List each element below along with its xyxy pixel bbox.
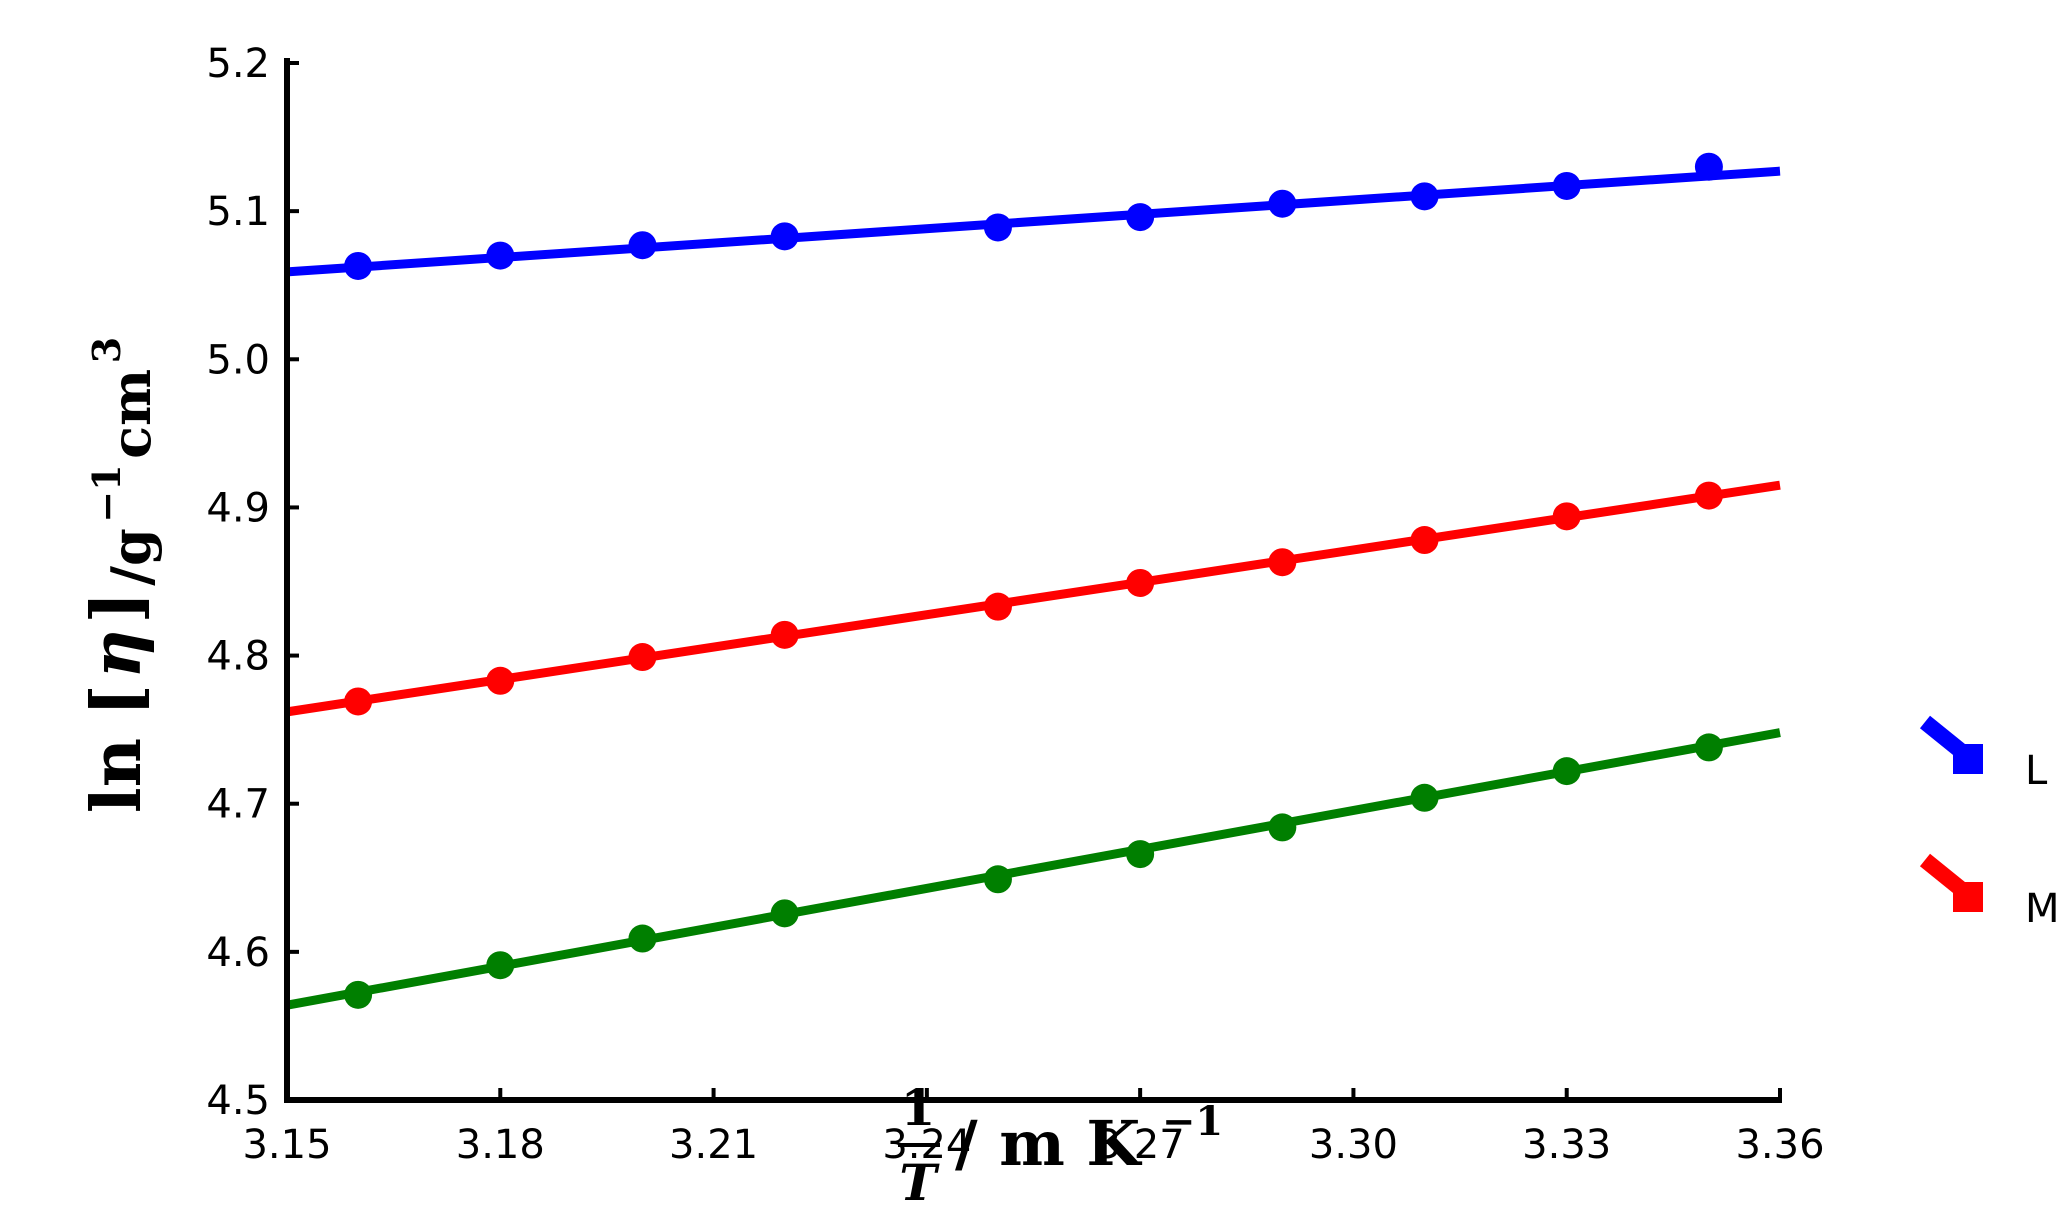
data-point	[983, 592, 1012, 621]
legend-entry-0: L	[1919, 715, 2048, 794]
svg-text:ln [ η ]: ln [ η ] /g −1 cm 3	[77, 337, 163, 813]
data-point	[486, 666, 515, 695]
data-point	[1126, 203, 1155, 232]
data-point	[628, 643, 657, 672]
data-point	[344, 687, 373, 716]
data-point	[1552, 502, 1581, 531]
x-tick-label: 3.30	[1309, 1122, 1398, 1168]
xlabel-unit: / m K	[955, 1107, 1142, 1180]
data-point	[486, 951, 515, 980]
ylabel-unit-base: /g	[99, 528, 163, 585]
data-point	[1410, 783, 1439, 812]
data-point	[1410, 526, 1439, 555]
data-point	[983, 865, 1012, 894]
legend: LM	[1919, 715, 2060, 932]
data-point	[1694, 152, 1723, 181]
x-axis-title: 1 T / m K −1	[898, 1078, 1223, 1211]
y-tick-labels: 4.5 4.6 4.7 4.8 4.9 5.0 5.1 5.2	[206, 41, 270, 1124]
data-point	[486, 241, 515, 270]
ylabel-unit-exp1: −1	[84, 464, 129, 522]
data-point	[1552, 171, 1581, 200]
data-point	[1410, 182, 1439, 211]
data-point	[1694, 481, 1723, 510]
data-point	[628, 231, 657, 260]
series-0	[286, 152, 1781, 280]
data-point	[1268, 189, 1297, 218]
xlabel-unit-exp: −1	[1162, 1098, 1223, 1145]
x-tick-label: 3.36	[1735, 1122, 1824, 1168]
x-tick-label: 3.27	[1096, 1122, 1185, 1168]
data-point	[770, 620, 799, 649]
data-point	[628, 924, 657, 953]
fit-line	[286, 166, 1781, 277]
x-tick-labels: 3.15 3.18 3.21 3.24 3.27 3.30 3.33 3.36	[242, 1122, 1824, 1168]
x-tick-label: 3.21	[669, 1122, 758, 1168]
ylabel-unit-exp2: 3	[84, 337, 129, 363]
x-tick-label: 3.18	[456, 1122, 545, 1168]
ylabel-prefix: ln	[77, 738, 157, 813]
legend-label: M	[2025, 886, 2060, 932]
data-point	[770, 222, 799, 251]
fit-line	[286, 480, 1781, 717]
ylabel-eta: η	[77, 629, 157, 678]
xlabel-numerator: 1	[901, 1078, 936, 1137]
data-point	[1126, 840, 1155, 869]
legend-marker	[1953, 882, 1983, 912]
y-tick-label: 4.5	[206, 1078, 270, 1124]
series-2	[286, 728, 1781, 1010]
data-point	[1694, 733, 1723, 762]
data-point	[1126, 568, 1155, 597]
data-point	[983, 213, 1012, 242]
svg-text:/ m K −1: / m K −1	[955, 1098, 1223, 1180]
y-tick-label: 5.2	[206, 41, 270, 87]
y-axis-title: ln [ η ] /g −1 cm 3	[77, 337, 163, 813]
series-layer	[286, 152, 1781, 1010]
series-1	[286, 480, 1781, 717]
ylabel-unit-cm: cm	[99, 369, 163, 459]
fit-line	[286, 728, 1781, 1010]
data-point	[344, 251, 373, 280]
data-point	[1268, 813, 1297, 842]
x-tick-label: 3.15	[242, 1122, 331, 1168]
legend-label: L	[2025, 748, 2048, 794]
x-tick-label: 3.33	[1522, 1122, 1611, 1168]
y-tick-label: 4.6	[206, 930, 270, 976]
data-point	[344, 980, 373, 1009]
data-point	[770, 899, 799, 928]
data-point	[1268, 548, 1297, 577]
data-point	[1552, 757, 1581, 786]
xlabel-denominator: T	[899, 1153, 940, 1211]
y-tick-label: 4.7	[206, 782, 270, 828]
y-tick-label: 5.0	[206, 337, 270, 383]
legend-entry-1: M	[1919, 853, 2060, 932]
legend-marker	[1953, 744, 1983, 774]
y-tick-label: 5.1	[206, 189, 270, 235]
y-tick-label: 4.8	[206, 634, 270, 680]
y-tick-label: 4.9	[206, 485, 270, 531]
